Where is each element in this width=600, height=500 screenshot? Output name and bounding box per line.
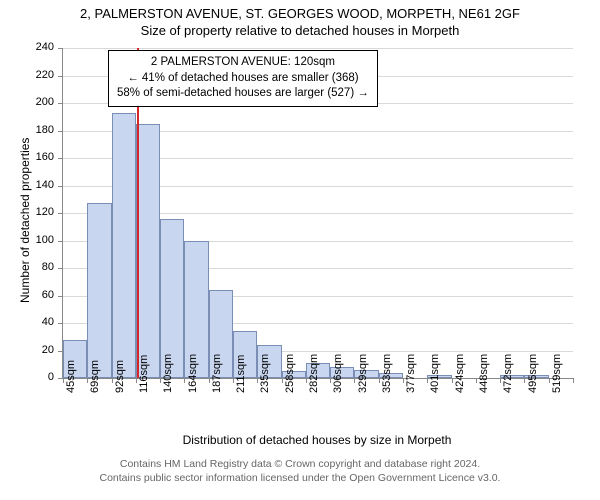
y-axis-label: Number of detached properties bbox=[18, 138, 32, 303]
x-tick bbox=[209, 378, 210, 383]
y-tick bbox=[58, 241, 63, 242]
info-box-line: ← 41% of detached houses are smaller (36… bbox=[117, 71, 369, 87]
x-tick bbox=[354, 378, 355, 383]
y-tick bbox=[58, 158, 63, 159]
x-tick bbox=[282, 378, 283, 383]
x-tick bbox=[476, 378, 477, 383]
y-tick bbox=[58, 76, 63, 77]
x-tick bbox=[500, 378, 501, 383]
info-box-line: 58% of semi-detached houses are larger (… bbox=[117, 86, 369, 102]
y-tick-label: 200 bbox=[24, 96, 54, 108]
y-tick bbox=[58, 268, 63, 269]
page-title-line1: 2, PALMERSTON AVENUE, ST. GEORGES WOOD, … bbox=[0, 0, 600, 21]
x-tick bbox=[306, 378, 307, 383]
y-tick-label: 40 bbox=[24, 316, 54, 328]
info-box-line: 2 PALMERSTON AVENUE: 120sqm bbox=[117, 55, 369, 71]
x-tick bbox=[112, 378, 113, 383]
x-tick bbox=[233, 378, 234, 383]
y-tick bbox=[58, 296, 63, 297]
bar bbox=[87, 203, 111, 378]
y-tick bbox=[58, 103, 63, 104]
x-tick bbox=[452, 378, 453, 383]
footer-line2: Contains public sector information licen… bbox=[0, 472, 600, 484]
x-tick bbox=[379, 378, 380, 383]
y-tick bbox=[58, 213, 63, 214]
page-title-line2: Size of property relative to detached ho… bbox=[0, 21, 600, 42]
y-tick bbox=[58, 323, 63, 324]
bar bbox=[136, 124, 160, 378]
x-tick bbox=[330, 378, 331, 383]
y-tick-label: 0 bbox=[24, 371, 54, 383]
y-tick-label: 20 bbox=[24, 344, 54, 356]
grid-line-h bbox=[63, 48, 573, 49]
y-tick-label: 180 bbox=[24, 124, 54, 136]
y-tick bbox=[58, 131, 63, 132]
x-tick bbox=[573, 378, 574, 383]
y-tick bbox=[58, 186, 63, 187]
y-tick-label: 220 bbox=[24, 69, 54, 81]
x-axis-label: Distribution of detached houses by size … bbox=[62, 433, 572, 447]
bar bbox=[112, 113, 136, 378]
x-tick bbox=[63, 378, 64, 383]
y-tick bbox=[58, 48, 63, 49]
x-tick bbox=[403, 378, 404, 383]
footer-line1: Contains HM Land Registry data © Crown c… bbox=[0, 458, 600, 470]
x-tick bbox=[136, 378, 137, 383]
x-tick bbox=[524, 378, 525, 383]
x-tick bbox=[184, 378, 185, 383]
y-tick-label: 240 bbox=[24, 41, 54, 53]
property-info-box: 2 PALMERSTON AVENUE: 120sqm← 41% of deta… bbox=[108, 50, 378, 107]
x-tick bbox=[160, 378, 161, 383]
x-tick bbox=[549, 378, 550, 383]
